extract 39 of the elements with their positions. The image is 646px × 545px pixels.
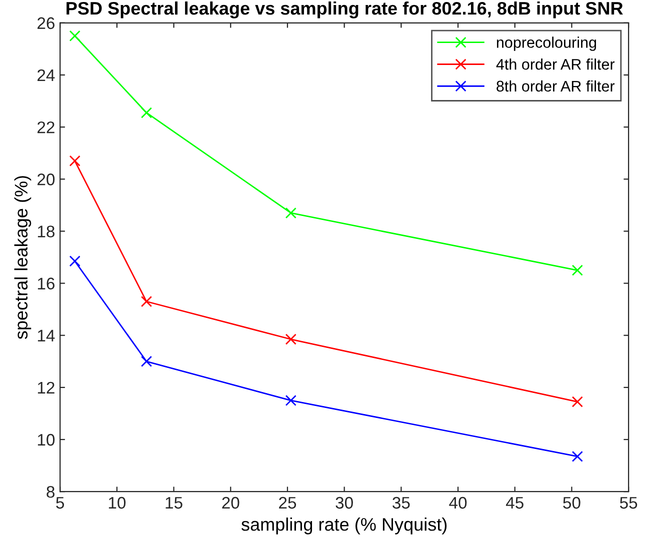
x-axis-title: sampling rate (% Nyquist) bbox=[241, 518, 447, 534]
point bbox=[140, 107, 152, 118]
point bbox=[285, 394, 296, 406]
point bbox=[572, 396, 583, 408]
point bbox=[572, 264, 583, 276]
point bbox=[69, 155, 80, 166]
x-tick-label: 25 bbox=[279, 496, 296, 509]
y-axis-title: spectral leakage (%) bbox=[14, 176, 32, 340]
y-tick-label: 14 bbox=[38, 330, 55, 342]
x-tick-label: 5 bbox=[56, 497, 64, 509]
y-tick-label: 16 bbox=[38, 278, 54, 290]
x-tick-label: 15 bbox=[166, 497, 182, 509]
y-tick-label: 10 bbox=[38, 434, 55, 446]
x-tick-label: 10 bbox=[108, 496, 126, 509]
point bbox=[285, 334, 296, 345]
legend-label: noprecolouring bbox=[496, 36, 596, 51]
point bbox=[69, 30, 80, 42]
y-tick-label: 20 bbox=[38, 174, 55, 186]
point bbox=[140, 356, 152, 367]
y-tick-label: 22 bbox=[38, 121, 54, 134]
point bbox=[140, 296, 152, 308]
x-tick-label: 20 bbox=[222, 496, 240, 509]
y-tick-label: 12 bbox=[38, 382, 54, 394]
legend-label: 8th order AR filter bbox=[496, 80, 615, 92]
x-tick-label: 35 bbox=[392, 496, 410, 509]
y-tick-label: 18 bbox=[38, 226, 54, 238]
point bbox=[69, 256, 80, 267]
point bbox=[285, 207, 296, 219]
x-tick-label: 50 bbox=[563, 496, 580, 509]
y-tick-label: 26 bbox=[38, 17, 54, 30]
y-tick-label: 8 bbox=[46, 486, 54, 498]
x-tick-label: 55 bbox=[620, 497, 638, 509]
x-tick-label: 45 bbox=[506, 497, 524, 509]
y-tick-label: 24 bbox=[38, 69, 55, 82]
x-tick-label: 40 bbox=[449, 496, 467, 509]
x-tick-label: 30 bbox=[336, 496, 353, 509]
legend-label: 4th order AR filter bbox=[496, 58, 615, 70]
chart-title: PSD Spectral leakage vs sampling rate for 802.16, 8dB input SNR bbox=[66, 1, 623, 18]
point bbox=[572, 450, 583, 462]
